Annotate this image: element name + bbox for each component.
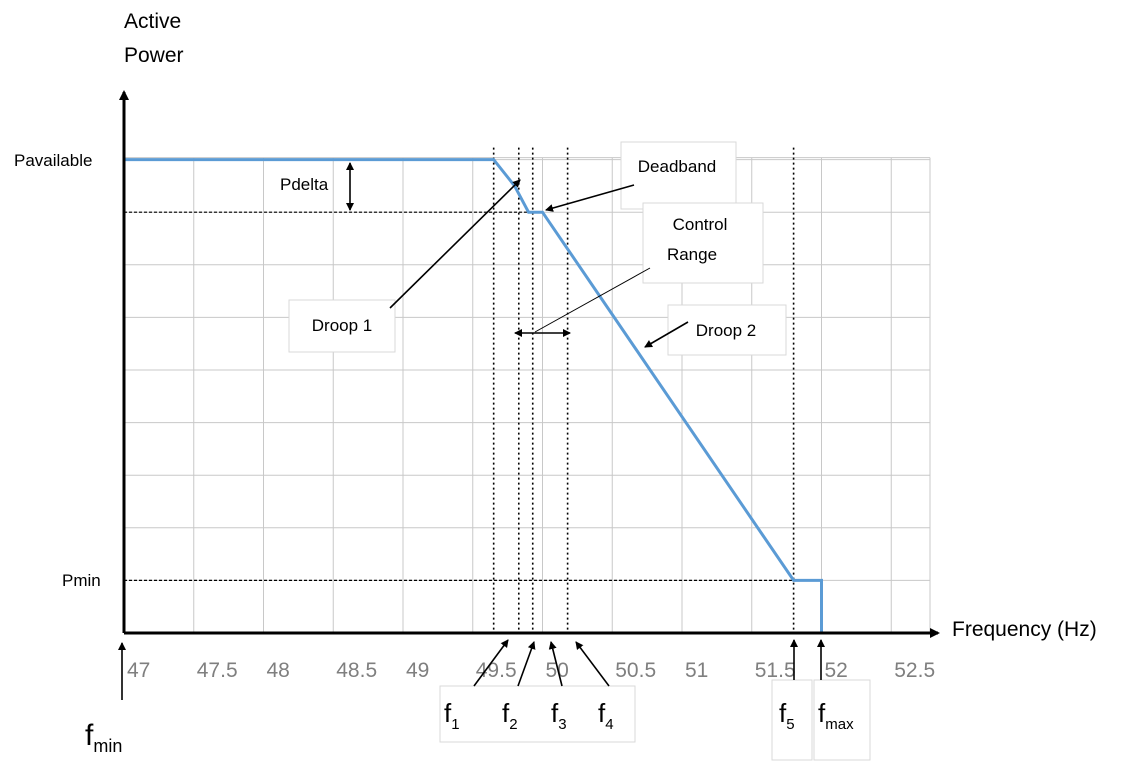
x-tick-label: 47.5 (197, 659, 238, 682)
droop1-arrow (389, 179, 521, 309)
grid (124, 157, 931, 633)
x-tick-label: 50 (546, 659, 569, 682)
droop2-arrow (644, 321, 689, 348)
x-tick-label: 51 (685, 659, 708, 682)
f5-label: f5 (779, 698, 795, 733)
x-axis-title: Frequency (Hz) (952, 618, 1097, 641)
f2-label: f2 (502, 698, 518, 733)
control-range-label-line2: Range (667, 245, 717, 264)
deadband-box (620, 141, 737, 210)
x-tick-label: 49 (406, 659, 429, 682)
f1-label: f1 (444, 698, 460, 733)
pavailable-label: Pavailable (14, 151, 92, 170)
f3-label: f3 (551, 698, 567, 733)
deadband-label: Deadband (638, 157, 716, 176)
droop2-label: Droop 2 (696, 321, 756, 340)
pmin-label: Pmin (62, 571, 101, 590)
fmax-label-box (813, 679, 871, 761)
x-tick-label: 52.5 (894, 659, 935, 682)
f3-arrow (548, 641, 563, 687)
fmax-label: fmax (818, 698, 854, 733)
x-tick-labels: 47 47.5 48 48.5 49 49.5 50 50.5 51 51.5 52 52.5 (127, 659, 935, 682)
power-frequency-curve (124, 158, 823, 633)
x-tick-label: 48 (267, 659, 290, 682)
fmin-label: fmin (85, 719, 122, 756)
x-tick-label: 47 (127, 659, 150, 682)
f2-arrow (517, 641, 536, 687)
x-tick-label: 50.5 (615, 659, 656, 682)
control-range-label-line1: Control (673, 215, 728, 234)
control-range-box (642, 202, 764, 284)
control-range-pointer (534, 267, 651, 333)
f5-label-box (771, 679, 813, 761)
series-layer (124, 158, 823, 633)
frequency-markers: f1 f2 f3 f4 f5 fmax fmin (85, 698, 854, 756)
annotations: Pdelta Deadband Control Range Droop 1 Droop 2 (118, 141, 871, 761)
x-tick-label: 52 (825, 659, 848, 682)
pdelta-label: Pdelta (280, 175, 329, 194)
y-axis-title-line2: Power (124, 44, 184, 67)
axes (119, 90, 940, 638)
y-axis-title-line1: Active (124, 10, 181, 33)
f4-label: f4 (598, 698, 614, 733)
x-tick-label: 51.5 (755, 659, 796, 682)
reference-lines (124, 147, 822, 633)
f4-arrow (575, 641, 610, 687)
droop2-box (667, 304, 787, 356)
f1-arrow (473, 639, 509, 687)
x-tick-label: 48.5 (336, 659, 377, 682)
x-tick-label: 49.5 (476, 659, 517, 682)
deadband-arrow (545, 184, 635, 212)
droop1-label: Droop 1 (312, 316, 372, 335)
f1-f4-label-box (439, 685, 636, 743)
droop1-box (288, 299, 396, 353)
